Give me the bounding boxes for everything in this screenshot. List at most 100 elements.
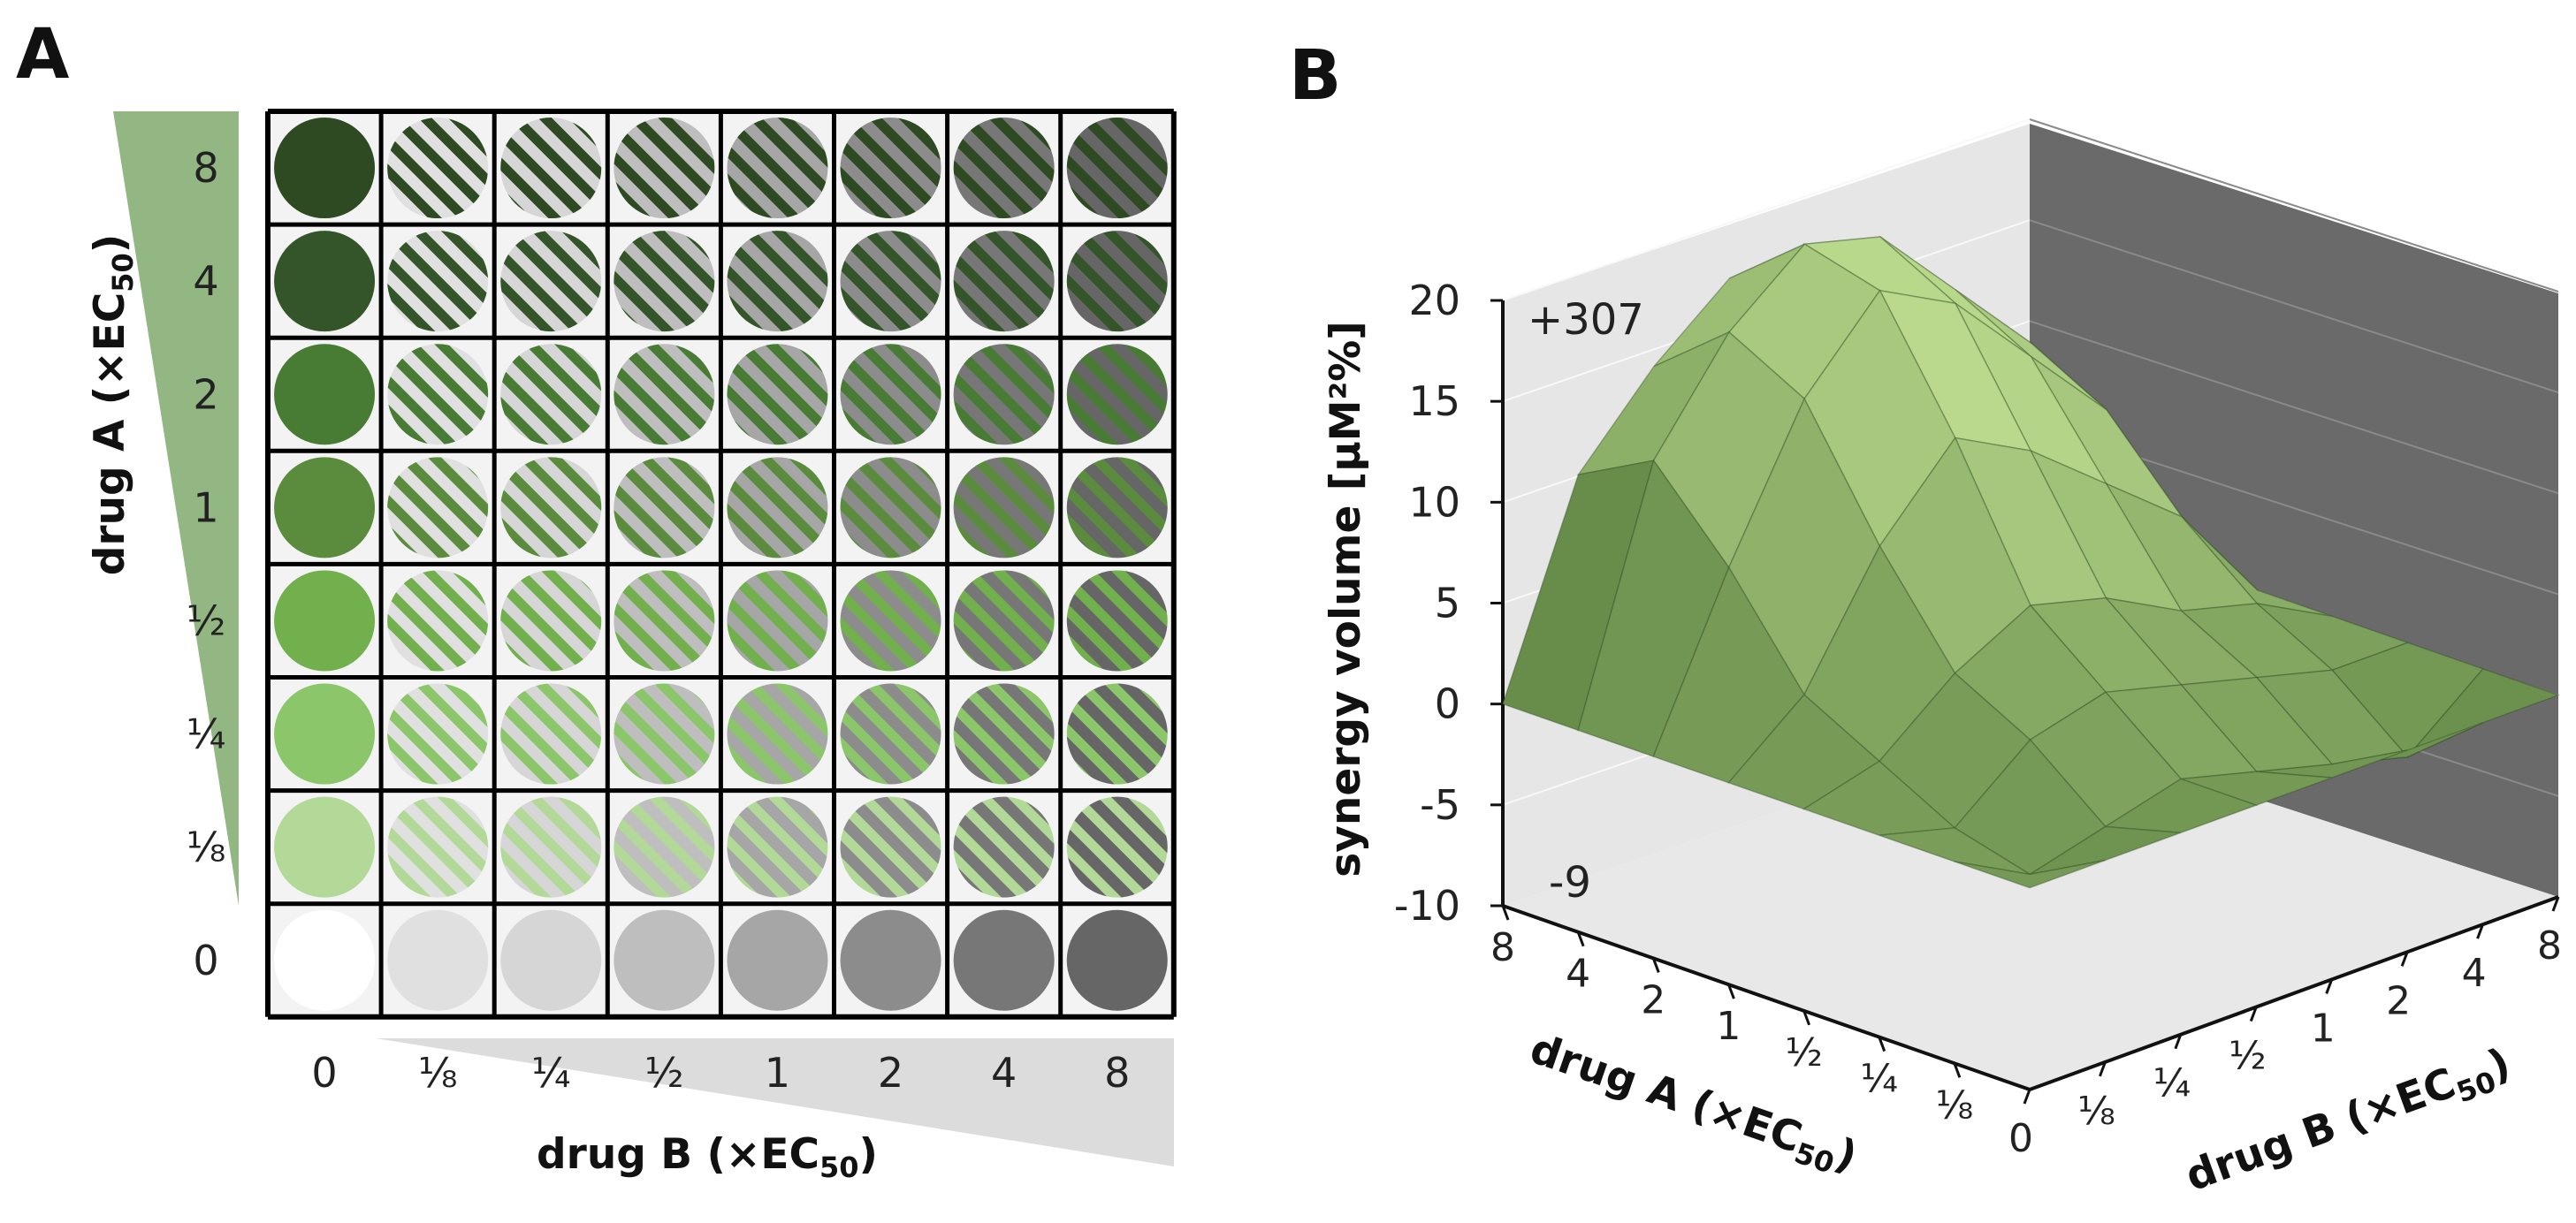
drug-a-level-label: 0 (193, 937, 218, 984)
well (1066, 796, 1168, 898)
drug-a-3d-tick-label: ½ (1785, 1030, 1823, 1075)
drug-a-3d-tick-label: 4 (1566, 952, 1590, 997)
panel-a-letter: A (16, 15, 69, 95)
wall-gridline (1502, 118, 2031, 301)
well (1066, 457, 1168, 558)
drug-b-3d-tick-label: 0 (2008, 1116, 2033, 1161)
well (727, 231, 828, 332)
drug-a-3d-tick (1953, 1062, 1962, 1078)
drug-a-3d-tick (1727, 984, 1735, 999)
plate-grid (265, 109, 1177, 1020)
z-tick-label: 15 (1408, 377, 1460, 425)
well (727, 344, 828, 445)
drug-b-3d-tick-label: ½ (2229, 1034, 2267, 1079)
z-tick-label: 10 (1408, 478, 1460, 526)
surface-facet (1954, 859, 2106, 889)
well (1066, 231, 1168, 332)
well (727, 118, 828, 219)
drug-b-tick-labels: 0 ⅛ ¼ ½ 1 2 4 8 (311, 1049, 1130, 1097)
well (387, 683, 489, 785)
panel-b-letter: B (1289, 36, 1341, 116)
well (387, 570, 489, 672)
drug-a-axis-label: drug A (×EC50) (86, 234, 140, 576)
surface-facet (2406, 668, 2561, 758)
z-axis-ticks: 20 15 10 5 0 -5 -10 (1394, 277, 1503, 930)
well (500, 344, 602, 445)
well (1066, 118, 1168, 219)
plate-wells (274, 118, 1168, 1011)
well (953, 118, 1055, 219)
well (1066, 909, 1168, 1011)
synergy-surface (1502, 236, 2561, 889)
well (614, 796, 715, 898)
well (840, 344, 941, 445)
drug-a-level-label: 2 (193, 370, 218, 418)
well (840, 796, 941, 898)
drug-b-level-label: 0 (311, 1049, 337, 1097)
drug-b-3d-tick-label: 2 (2386, 978, 2411, 1023)
drug-a-3d-tick-label: ¼ (1860, 1057, 1898, 1102)
panel-a: A 8 4 2 1 ½ ¼ ⅛ 0 0 ⅛ ¼ ½ 1 2 4 8 drug A (×EC50) drug … (16, 15, 1177, 1184)
z-tick-label: 5 (1435, 580, 1460, 627)
drug-a-3d-tick (1501, 905, 1510, 921)
drug-a-3d-tick (1651, 957, 1660, 973)
well (387, 457, 489, 558)
drug-b-3d-tick (2099, 1061, 2107, 1077)
drug-b-level-label: ¼ (531, 1049, 571, 1097)
drug-b-level-label: 1 (765, 1049, 790, 1097)
annotation-max: +307 (1528, 295, 1644, 345)
well (387, 344, 489, 445)
well (953, 570, 1055, 672)
drug-a-3d-tick-label: 1 (1716, 1004, 1741, 1049)
drug-a-3d-tick (1576, 931, 1585, 947)
drug-b-3d-tick-label: 8 (2537, 923, 2562, 969)
drug-b-3d-tick (2400, 951, 2409, 967)
drug-b-3d-tick (2551, 896, 2560, 912)
well (840, 909, 941, 1011)
drug-a-3d-tick-label: 2 (1641, 977, 1665, 1022)
wall-gridline (2029, 320, 2559, 495)
well (274, 796, 376, 898)
well (274, 909, 376, 1011)
drug-a-level-label: ¼ (187, 710, 226, 758)
drug-b-3d-tick (2174, 1034, 2183, 1050)
surface-facet (1577, 459, 1730, 758)
well (614, 231, 715, 332)
drug-a-level-label: 4 (193, 257, 218, 305)
drug-b-axis-label: drug B (×EC50) (537, 1130, 878, 1184)
well (614, 457, 715, 558)
drug-b-level-label: 8 (1104, 1049, 1130, 1097)
well (953, 683, 1055, 785)
surface-facet (2030, 355, 2184, 519)
well (953, 231, 1055, 332)
well (274, 683, 376, 785)
floor (1503, 725, 2558, 1090)
drug-a-axis-ticks: 8 4 2 1½¼⅛ (1490, 905, 1973, 1128)
drug-b-axis-ticks: 0⅛¼½1 2 4 8 (2008, 896, 2562, 1161)
well (953, 796, 1055, 898)
well (614, 118, 715, 219)
annotation-min: -9 (1549, 858, 1591, 908)
well (274, 118, 376, 219)
drug-a-level-label: 8 (193, 144, 218, 192)
well (274, 344, 376, 445)
well (614, 683, 715, 785)
z-tick-label: 0 (1435, 680, 1460, 728)
well (614, 344, 715, 445)
well (500, 231, 602, 332)
drug-b-axis-line (2029, 895, 2559, 1091)
well (1066, 344, 1168, 445)
drug-b-3d-tick-label: 1 (2311, 1006, 2336, 1051)
well (614, 570, 715, 672)
well (953, 909, 1055, 1011)
drug-a-3d-tick (1878, 1037, 1886, 1052)
well (1066, 570, 1168, 672)
well (500, 683, 602, 785)
well (500, 909, 602, 1011)
well (840, 570, 941, 672)
drug-a-3d-tick-label: 8 (1490, 925, 1515, 970)
well (387, 796, 489, 898)
surface-facet (1802, 236, 1958, 305)
